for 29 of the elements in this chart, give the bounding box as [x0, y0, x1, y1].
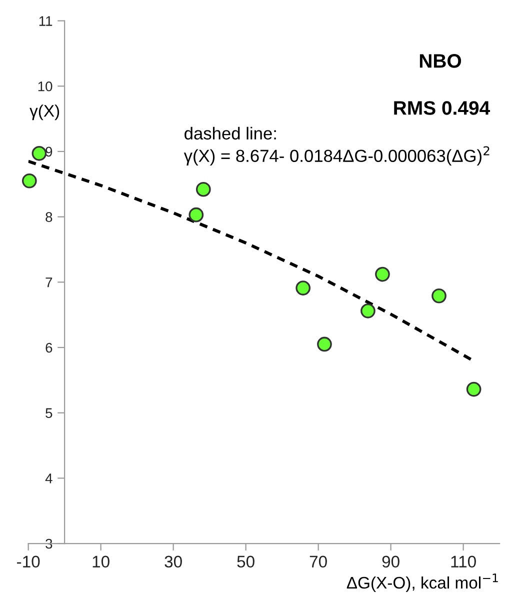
point	[296, 280, 311, 296]
y-tick-label: 5	[46, 408, 52, 418]
y-tick-label: 11	[39, 16, 52, 26]
point	[22, 173, 37, 188]
point	[317, 336, 332, 352]
point	[360, 303, 376, 318]
y-tick-label: 6	[46, 342, 52, 353]
x-axis-title: ΔG(X-O), kcal mol$^{−1}$	[346, 574, 498, 592]
y-tick-label: 10	[38, 81, 52, 92]
x-tick-label: 70	[310, 556, 327, 568]
point	[466, 382, 482, 397]
x-tick-label: 110	[451, 556, 476, 568]
y-axis-title: γ(X)	[30, 104, 60, 120]
point	[188, 207, 204, 222]
x-tick-label: -10	[17, 556, 40, 568]
point	[375, 266, 390, 282]
annotation: RMS 0.494	[394, 101, 490, 115]
point	[432, 288, 446, 304]
y-tick-label: 4	[45, 474, 52, 484]
annotation: dashed line: γ(X) = 8.674- 0.0184ΔG-0.000063(ΔG)$^{2}$	[184, 126, 490, 166]
y-tick-label: 8	[46, 212, 52, 222]
x-tick-label: 10	[92, 556, 110, 568]
x-tick-label: 90	[382, 556, 400, 568]
x-tick-label: 50	[237, 556, 254, 568]
y-tick-label: 7	[46, 278, 52, 288]
point	[196, 182, 211, 197]
x-tick-label: 30	[164, 556, 182, 568]
annotation: NBO	[420, 54, 462, 68]
point	[32, 146, 47, 161]
